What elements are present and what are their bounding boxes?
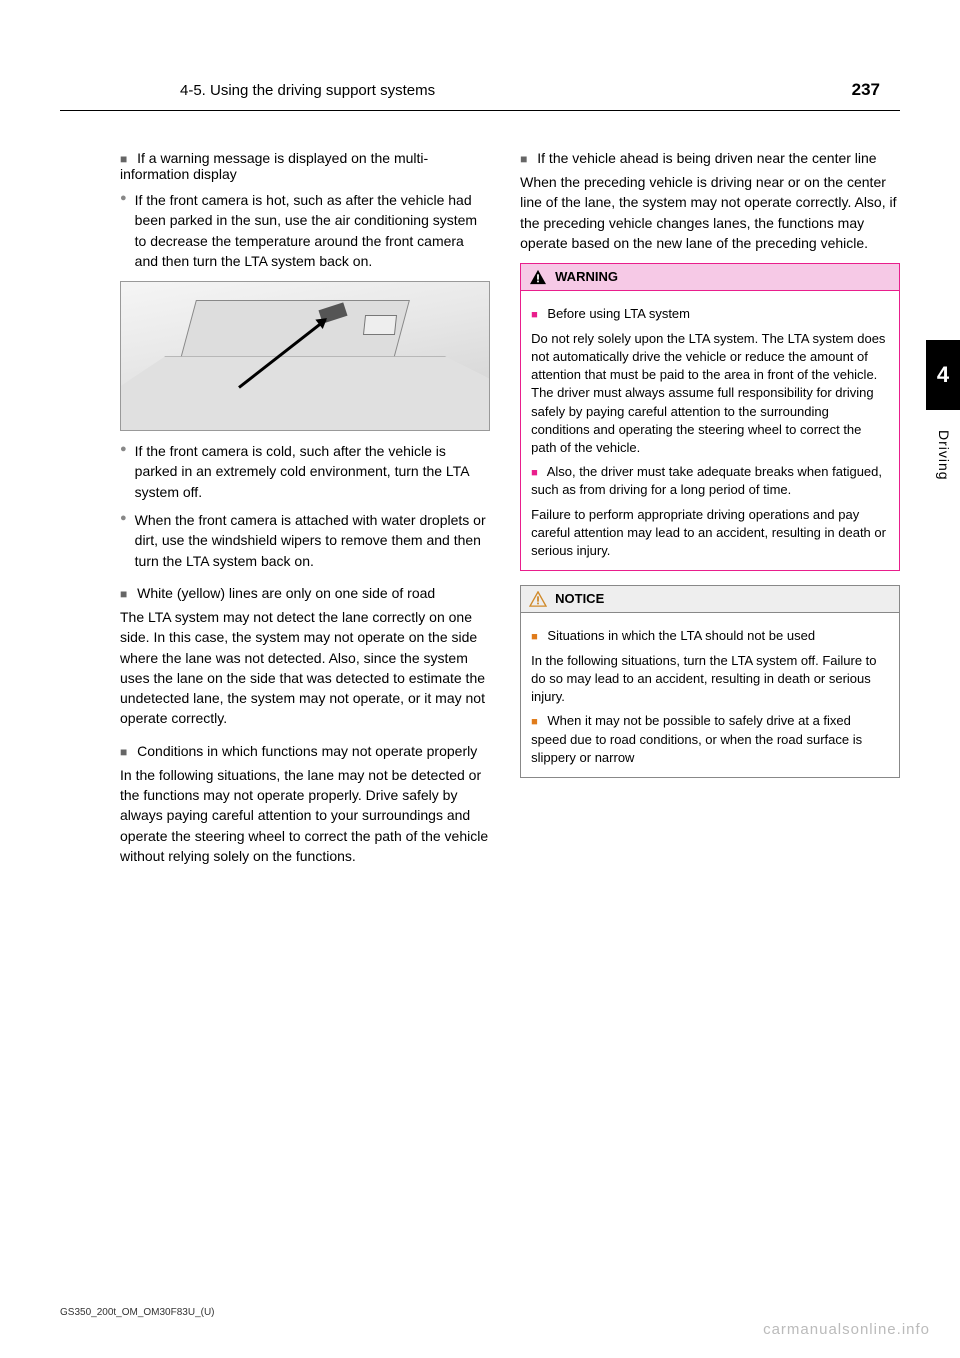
warning-paragraph: Do not rely solely upon the LTA system. …: [531, 330, 889, 457]
notice-box: NOTICE Situations in which the LTA shoul…: [520, 585, 900, 778]
section-heading: If the vehicle ahead is being driven nea…: [520, 150, 900, 166]
warning-body: Before using LTA system Do not rely sole…: [521, 291, 899, 570]
bullet-item: If the front camera is hot, such as afte…: [120, 190, 490, 271]
notice-body: Situations in which the LTA should not b…: [521, 613, 899, 777]
notice-section-title: When it may not be possible to safely dr…: [531, 712, 889, 767]
illustration-windshield-camera: [120, 281, 490, 431]
content-area: If a warning message is displayed on the…: [60, 136, 900, 866]
notice-triangle-icon: [529, 591, 547, 607]
warning-section-title: Also, the driver must take adequate brea…: [531, 463, 889, 500]
warning-section-text: Before using LTA system: [547, 306, 690, 321]
notice-paragraph: In the following situations, turn the LT…: [531, 652, 889, 707]
left-column: If a warning message is displayed on the…: [120, 136, 500, 866]
header-center: 4-5. Using the driving support systems: [180, 82, 435, 99]
warning-triangle-icon: [529, 269, 547, 285]
section-title-text: If a warning message is displayed on the…: [120, 150, 428, 182]
notice-section-text: When it may not be possible to safely dr…: [531, 713, 862, 765]
warning-section-title: Before using LTA system: [531, 305, 889, 323]
bullet-text: If the front camera is hot, such as afte…: [135, 190, 490, 271]
notice-header: NOTICE: [521, 586, 899, 613]
section-heading: Conditions in which functions may not op…: [120, 743, 490, 759]
warning-section-text: Also, the driver must take adequate brea…: [531, 464, 882, 497]
notice-section-title: Situations in which the LTA should not b…: [531, 627, 889, 645]
chapter-tab-number: 4: [937, 362, 949, 388]
chapter-side-label: Driving: [932, 430, 952, 481]
bullet-text: When the front camera is attached with w…: [135, 510, 490, 571]
notice-section-text: Situations in which the LTA should not b…: [547, 628, 815, 643]
page-header: 4-5. Using the driving support systems 2…: [60, 80, 900, 111]
notice-title: NOTICE: [555, 590, 604, 608]
warning-box: WARNING Before using LTA system Do not r…: [520, 263, 900, 571]
warning-header: WARNING: [521, 264, 899, 291]
bullet-item: If the front camera is cold, such after …: [120, 441, 490, 502]
right-column: If the vehicle ahead is being driven nea…: [520, 136, 900, 866]
paragraph: The LTA system may not detect the lane c…: [120, 607, 490, 729]
bullet-text: If the front camera is cold, such after …: [135, 441, 490, 502]
bullet-item: When the front camera is attached with w…: [120, 510, 490, 571]
footer-code: GS350_200t_OM_OM30F83U_(U): [60, 1307, 215, 1318]
section-title-text: White (yellow) lines are only on one sid…: [137, 585, 435, 601]
section-heading: White (yellow) lines are only on one sid…: [120, 585, 490, 601]
paragraph: When the preceding vehicle is driving ne…: [520, 172, 900, 253]
chapter-tab: 4: [926, 340, 960, 410]
paragraph: In the following situations, the lane ma…: [120, 765, 490, 866]
warning-title: WARNING: [555, 268, 618, 286]
section-heading: If a warning message is displayed on the…: [120, 150, 490, 182]
watermark: carmanualsonline.info: [763, 1321, 930, 1338]
section-title-text: Conditions in which functions may not op…: [137, 743, 477, 759]
warning-paragraph: Failure to perform appropriate driving o…: [531, 506, 889, 561]
page-number: 237: [852, 80, 880, 100]
section-title-text: If the vehicle ahead is being driven nea…: [537, 150, 876, 166]
